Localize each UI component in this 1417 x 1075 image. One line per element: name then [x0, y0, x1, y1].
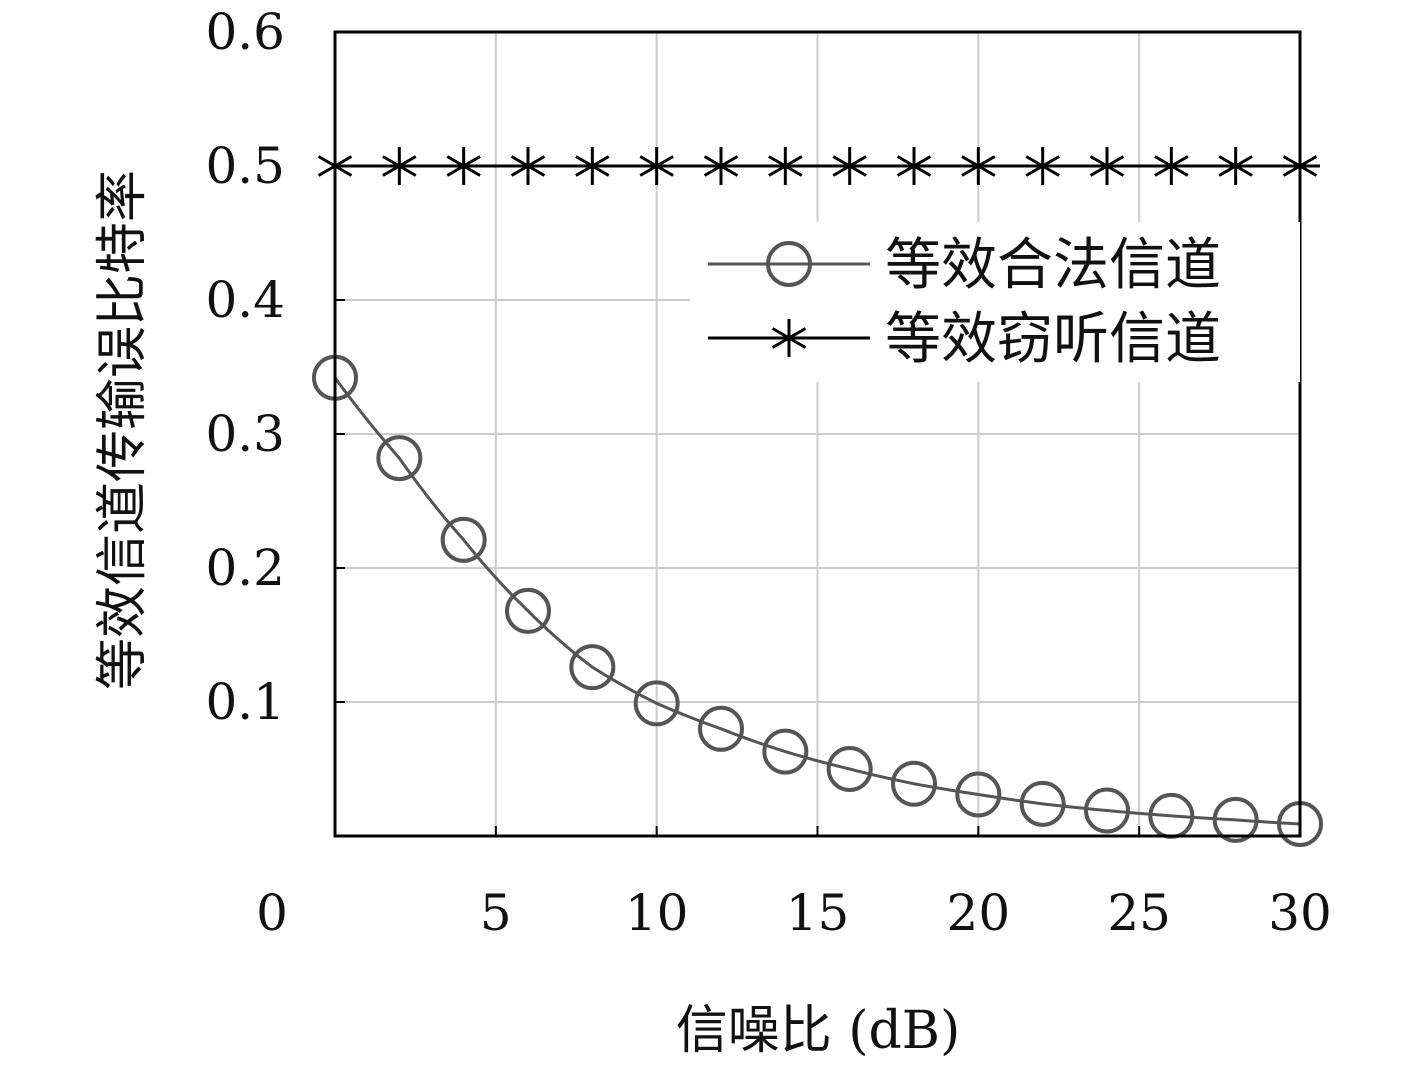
data-point — [440, 516, 487, 563]
legend-box — [690, 222, 1300, 382]
y-tick-label: 0.1 — [205, 673, 285, 731]
data-point — [1218, 147, 1253, 185]
data-point — [639, 147, 674, 185]
x-tick-label: 15 — [786, 884, 850, 942]
x-tick-label: 30 — [1268, 884, 1332, 942]
data-point — [382, 147, 417, 185]
legend-label: 等效合法信道 — [885, 233, 1221, 298]
y-tick-label: 0.3 — [205, 405, 285, 463]
y-tick-label: 0.6 — [205, 3, 285, 61]
x-axis-label: 信噪比 (dB) — [676, 1001, 961, 1061]
data-point — [1154, 147, 1189, 185]
series-1 — [312, 354, 1323, 847]
data-point — [1084, 787, 1130, 834]
ticks: 0 5 10 15 20 25 30 0.1 0.2 0.3 0.4 0.5 0.6 — [205, 3, 1331, 942]
data-point — [569, 644, 616, 691]
y-tick-label: 0.5 — [205, 137, 285, 195]
series-2 — [317, 147, 1320, 185]
data-point — [575, 147, 610, 185]
series-layer — [312, 147, 1323, 847]
y-tick-label: 0.4 — [205, 271, 285, 329]
data-point — [1212, 796, 1259, 843]
x-tick-label: 25 — [1107, 884, 1171, 942]
data-point — [891, 760, 937, 807]
x-tick-label: 20 — [947, 884, 1011, 942]
legend-marker — [771, 319, 807, 357]
data-point — [698, 705, 744, 752]
series-line — [333, 376, 1301, 826]
data-point — [826, 746, 873, 792]
data-point — [633, 680, 680, 727]
x-tick-label: 10 — [625, 884, 689, 942]
data-point — [768, 147, 803, 185]
x-tick-label: 5 — [480, 884, 512, 942]
x-tick-label: 0 — [256, 884, 288, 942]
data-point — [832, 147, 867, 185]
data-point — [896, 147, 932, 185]
data-point — [762, 728, 809, 775]
data-point — [1025, 147, 1060, 185]
data-point — [955, 771, 1002, 818]
grid — [335, 32, 1300, 836]
data-point — [376, 435, 423, 482]
legend-marker — [766, 241, 812, 287]
data-point — [505, 587, 551, 634]
y-axis-label: 等效信道传输误比特率 — [93, 170, 153, 690]
y-tick-label: 0.2 — [205, 539, 285, 597]
legend-label: 等效窃听信道 — [885, 307, 1221, 372]
data-point — [961, 147, 996, 185]
data-point — [703, 147, 739, 185]
data-point — [1019, 780, 1066, 827]
data-point — [510, 147, 546, 185]
data-point — [1089, 147, 1125, 185]
data-point — [446, 147, 481, 185]
